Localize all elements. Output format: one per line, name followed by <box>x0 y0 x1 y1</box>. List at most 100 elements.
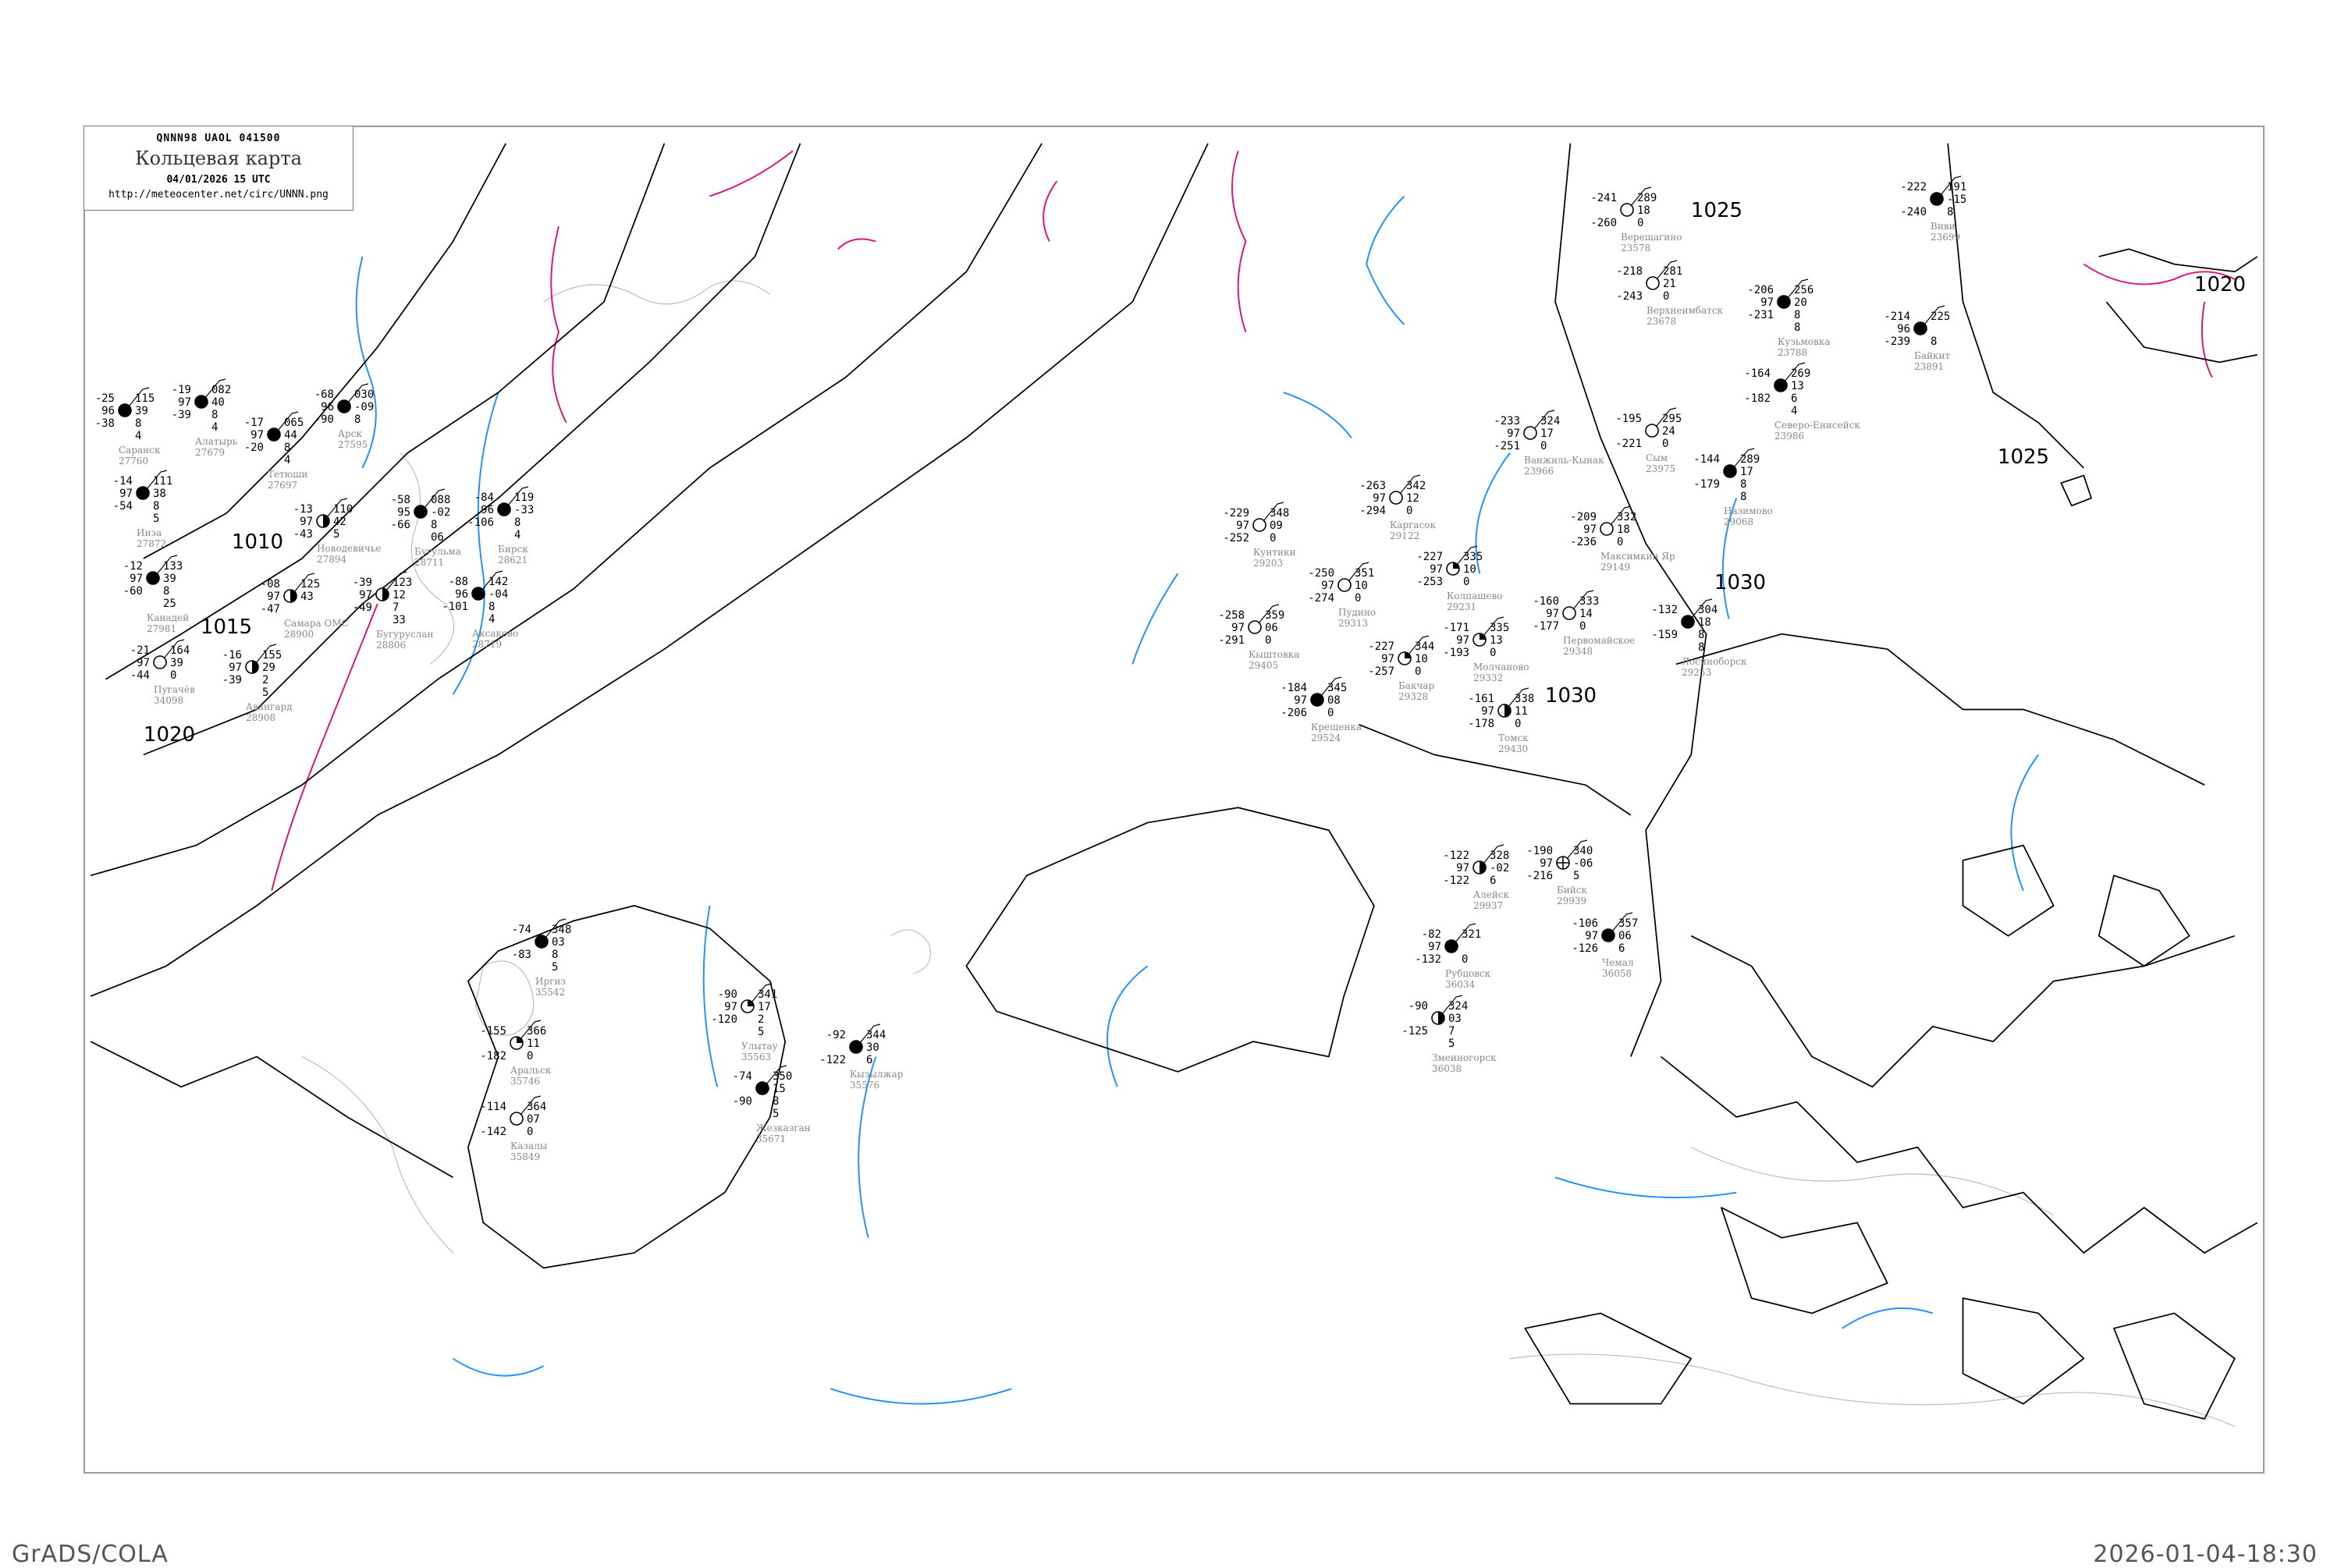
pressure: 125 <box>300 578 320 591</box>
wind-barb-icon <box>1691 598 1713 619</box>
station-name: Каргасок <box>1390 520 1437 530</box>
pressure: 335 <box>1463 551 1483 563</box>
bulletin-code: QNNN98 UAOL 041500 <box>156 133 281 144</box>
pressure-tendency: 42 <box>333 516 346 528</box>
pressure-tendency: 39 <box>135 405 148 417</box>
station-id: 35542 <box>535 987 565 998</box>
station-id: 28900 <box>284 629 314 640</box>
wind-barb-icon <box>163 639 185 659</box>
station-id: 23975 <box>1646 463 1675 474</box>
pressure: 351 <box>1355 567 1374 580</box>
wind-barb-icon <box>481 570 503 591</box>
dew-point: -101 <box>442 601 468 613</box>
station-name: Кыштовка <box>1249 649 1299 660</box>
station-id: 29430 <box>1498 743 1528 754</box>
cloud-code: 6 <box>1490 874 1496 887</box>
station-name: Бугуруслан <box>376 629 433 640</box>
dew-point: -251 <box>1494 440 1520 452</box>
title-box: QNNN98 UAOL 041500 Кольцевая карта 04/01… <box>83 126 353 211</box>
pressure: 088 <box>431 494 450 506</box>
pressure: 115 <box>135 392 155 405</box>
station-name: Канадей <box>147 612 189 623</box>
visibility: 97 <box>359 589 372 601</box>
pressure: 338 <box>1515 693 1534 705</box>
station-name: Саранск <box>119 445 161 456</box>
pressure-tendency: -06 <box>1573 857 1593 870</box>
dew-point: -39 <box>222 674 242 686</box>
visibility: 97 <box>1428 941 1441 953</box>
station-name: Инза <box>137 527 162 538</box>
temperature: -258 <box>1218 609 1245 622</box>
visibility: 97 <box>229 662 242 674</box>
temperature: -195 <box>1615 413 1642 425</box>
pressure: 281 <box>1663 265 1682 278</box>
wind-barb-icon <box>1441 995 1463 1015</box>
wind-barb-icon <box>1656 260 1678 280</box>
cloud-code: 4 <box>514 529 520 541</box>
temperature: -92 <box>826 1029 846 1041</box>
station-id: 29313 <box>1338 618 1368 629</box>
cloud-code: 5 <box>552 961 558 974</box>
pressure: 344 <box>1415 640 1434 653</box>
cloud-code: 0 <box>1579 620 1586 633</box>
cloud-code: 0 <box>527 1126 533 1138</box>
dew-point: -243 <box>1616 290 1643 303</box>
station-name: Арск <box>338 428 362 439</box>
dew-point: -178 <box>1468 718 1494 730</box>
station-id: 29332 <box>1473 672 1503 683</box>
pressure: 328 <box>1490 850 1509 862</box>
pressure: 065 <box>284 417 304 429</box>
pressure: 359 <box>1265 609 1284 622</box>
cloud-quarter-icon <box>1405 652 1411 658</box>
pressure: 295 <box>1662 413 1682 425</box>
station-id: 35849 <box>510 1151 540 1162</box>
station-id: 29068 <box>1724 516 1753 527</box>
